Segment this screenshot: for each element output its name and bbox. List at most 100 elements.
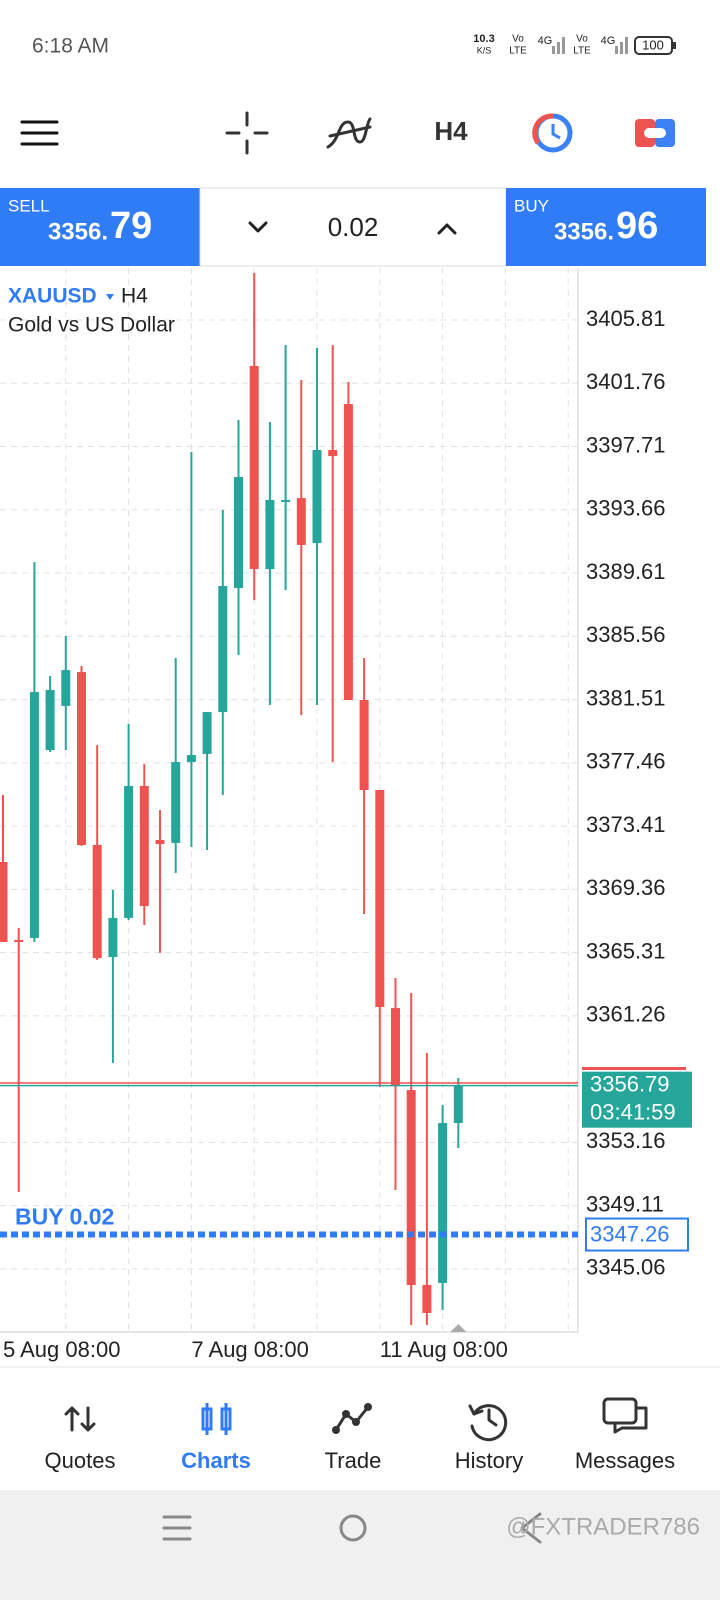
candle-body: [265, 499, 275, 569]
system-home-button[interactable]: [339, 1514, 367, 1542]
chart-timeframe: H4: [121, 285, 148, 308]
candle-body: [453, 1085, 463, 1124]
candle-body: [77, 672, 86, 845]
signal-icons: [552, 37, 628, 54]
status-lte: LTE: [509, 46, 527, 57]
trade-toggle-button[interactable]: [635, 119, 675, 147]
y-tick-label: 3361.26: [586, 1002, 666, 1027]
lot-increase[interactable]: [437, 223, 457, 235]
trade-icon: [332, 1403, 372, 1434]
buy-price-big: 96: [616, 205, 658, 247]
lot-box: [199, 187, 507, 267]
nav-item[interactable]: Messages: [575, 1448, 675, 1473]
clock-button[interactable]: [532, 113, 573, 153]
y-tick-label: 3389.61: [586, 559, 666, 584]
candle-body: [155, 839, 165, 845]
lot-decrease[interactable]: [248, 221, 268, 233]
y-tick-label: 3377.46: [586, 749, 666, 774]
candle-body: [281, 499, 291, 502]
candle-body: [375, 790, 385, 1007]
x-tick-label: 11 Aug 08:00: [380, 1337, 508, 1362]
lot-value: 0.02: [328, 212, 379, 242]
symbol[interactable]: XAUUSD: [8, 285, 97, 308]
quotes-icon: [64, 1406, 96, 1432]
candle-body: [202, 712, 212, 754]
y-tick-label: 3381.51: [586, 685, 666, 710]
candle-body: [406, 1090, 416, 1285]
y-tick-label: 3393.66: [586, 496, 666, 521]
candle-body: [391, 1008, 400, 1086]
watermark: @FXTRADER786: [506, 1513, 700, 1540]
status-speed: 10.3: [473, 33, 494, 45]
y-tick-label: 3369.36: [586, 875, 666, 900]
sell-price: 3356.: [48, 218, 108, 245]
status-lte: LTE: [573, 46, 591, 57]
x-tick-label: 5 Aug 08:00: [3, 1337, 120, 1362]
chart: 3405.81 3401.76 3397.71 3393.66 3389.61 3385.…: [0, 268, 692, 1362]
symbol-dropdown[interactable]: [106, 294, 114, 300]
system-back-button[interactable]: [520, 1512, 542, 1544]
history-icon: [468, 1404, 508, 1442]
sell-label: SELL: [8, 196, 50, 215]
bid-price-box: [582, 1071, 692, 1128]
nav-item[interactable]: Charts: [181, 1448, 251, 1473]
candle-body: [45, 690, 55, 751]
order-price-label: 3347.26: [590, 1221, 670, 1246]
status-speed-unit: K/S: [477, 45, 492, 55]
symbol-description: Gold vs US Dollar: [8, 314, 175, 337]
candle-body: [422, 1284, 432, 1313]
candle-body: [108, 917, 118, 957]
indicators-button[interactable]: [326, 117, 372, 149]
candle-body: [61, 670, 71, 706]
battery-level: 100: [642, 37, 664, 52]
y-tick-label: 3397.71: [586, 432, 666, 457]
y-tick-label: 3365.31: [586, 938, 666, 963]
candle-body: [234, 476, 243, 589]
crosshair-button[interactable]: [225, 111, 269, 155]
timeframe-button[interactable]: H4: [434, 116, 468, 146]
y-tick-label: 3349.11: [586, 1191, 664, 1216]
candle-body: [171, 762, 181, 843]
ask-marker: [582, 1067, 686, 1071]
messages-icon: [602, 1397, 648, 1434]
candle-body: [92, 844, 102, 959]
y-tick-label: 3401.76: [586, 369, 666, 394]
system-nav: [0, 1490, 720, 1600]
nav-item[interactable]: History: [455, 1448, 523, 1473]
sell-price-big: 79: [110, 205, 152, 247]
candle-body: [359, 700, 369, 791]
candle-body: [218, 586, 228, 713]
order-label: BUY 0.02: [15, 1204, 114, 1230]
nav-item[interactable]: Quotes: [45, 1448, 116, 1473]
y-tick-label: 3345.06: [586, 1255, 666, 1280]
charts-icon: [201, 1403, 232, 1435]
buy-price: 3356.: [554, 218, 614, 245]
candle-body: [312, 449, 322, 544]
candle-body: [186, 755, 196, 763]
sell-button[interactable]: [0, 188, 200, 266]
system-menu-button[interactable]: [162, 1515, 192, 1541]
current-bar-marker: [450, 1324, 467, 1332]
nav-item[interactable]: Trade: [325, 1448, 382, 1473]
battery-tip: [673, 42, 676, 49]
candle-body: [29, 692, 39, 938]
candle-body: [139, 785, 149, 907]
candle-body: [328, 449, 338, 457]
status-volte: Vo: [576, 34, 588, 45]
y-tick-label: 3405.81: [586, 306, 666, 331]
status-net: 4G: [601, 35, 616, 47]
buy-label: BUY: [514, 196, 549, 215]
status-volte: Vo: [512, 34, 524, 45]
y-tick-label: 3353.16: [586, 1128, 666, 1153]
y-tick-label: 3373.41: [586, 812, 666, 837]
candle-body: [249, 365, 259, 569]
bar-countdown: 03:41:59: [590, 1099, 676, 1124]
menu-button[interactable]: [20, 120, 59, 146]
candle-body: [0, 862, 8, 942]
x-tick-label: 7 Aug 08:00: [191, 1337, 308, 1362]
buy-button[interactable]: [506, 188, 706, 266]
bid-price-label: 3356.79: [590, 1071, 670, 1096]
status-time: 6:18 AM: [32, 35, 109, 58]
